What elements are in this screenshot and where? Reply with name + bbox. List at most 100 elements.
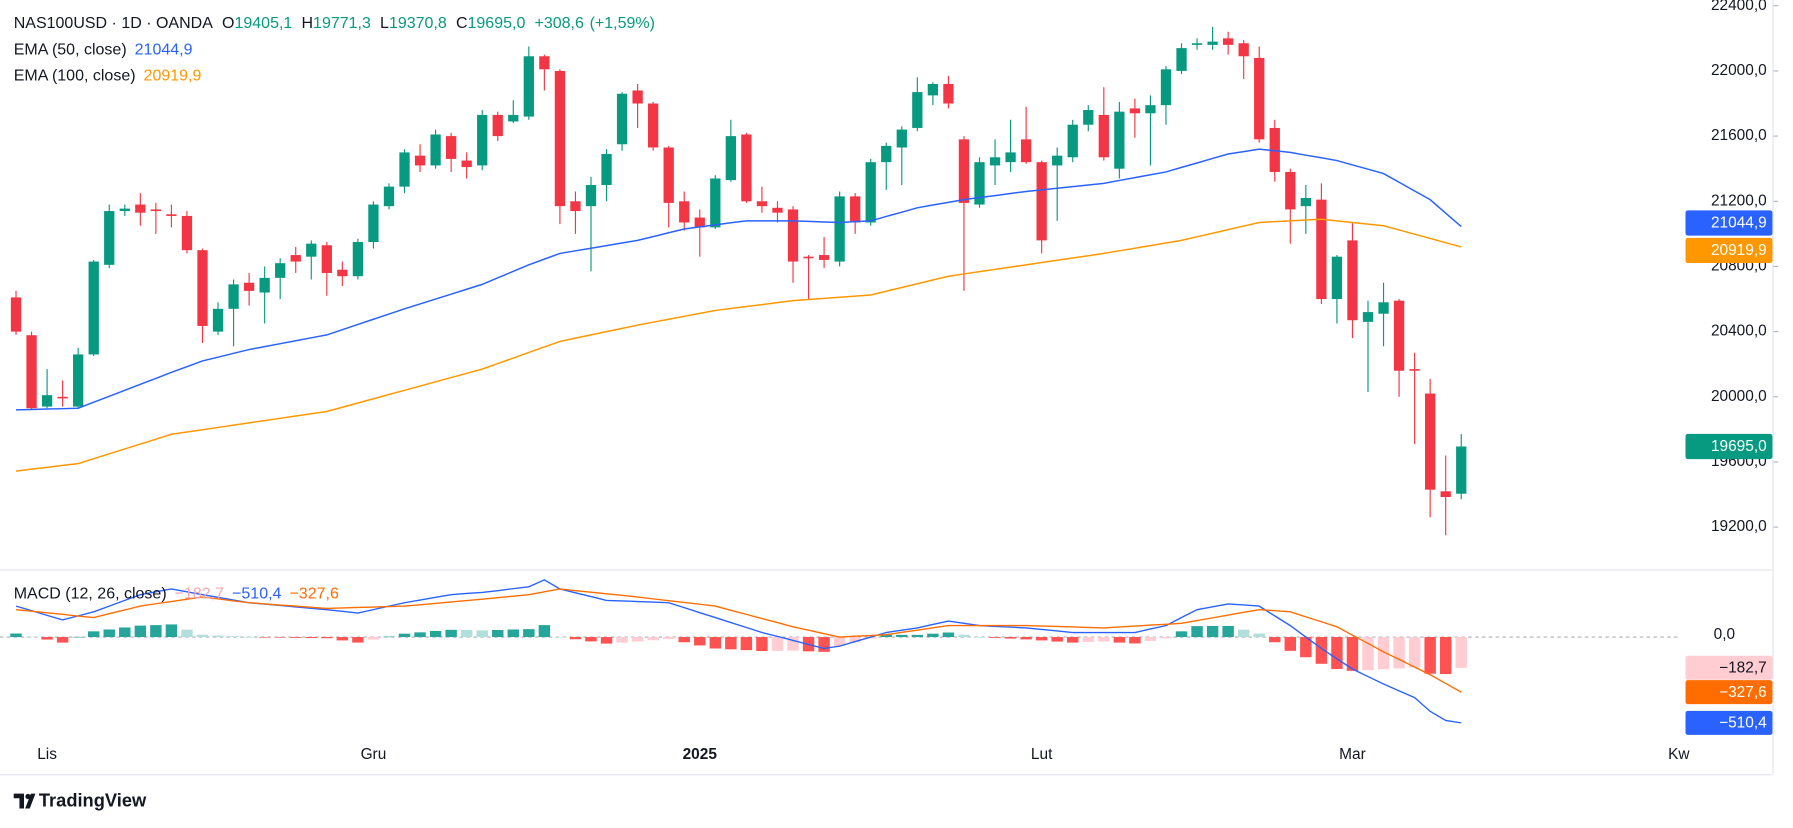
- histogram-bar: [880, 634, 892, 638]
- histogram-bar: [1191, 626, 1203, 638]
- candle-body: [88, 261, 99, 355]
- candle-body: [259, 277, 270, 293]
- histogram-bar: [227, 636, 240, 638]
- plot-area: 22400,022000,021600,021200,020800,020400…: [0, 0, 1779, 763]
- price-label: −327,6: [1719, 684, 1767, 701]
- histogram-bar: [1222, 625, 1234, 638]
- y-tick-label: 21200,0: [1711, 192, 1767, 209]
- y-tick-label: 19200,0: [1711, 518, 1767, 535]
- candle-body: [539, 56, 550, 70]
- histogram-bar: [1362, 637, 1374, 671]
- candle-body: [756, 201, 768, 207]
- histogram-bar: [165, 624, 178, 638]
- histogram-bar: [725, 637, 737, 650]
- histogram-bar: [290, 637, 302, 638]
- candle-body: [554, 70, 566, 207]
- histogram-bar: [569, 637, 582, 640]
- histogram-bar: [1206, 625, 1219, 638]
- ema-line: [15, 148, 1462, 411]
- histogram-bar: [1408, 637, 1421, 668]
- ohlc-key: C: [456, 15, 468, 32]
- candle-body: [1300, 198, 1311, 207]
- histogram-bar: [1175, 631, 1188, 638]
- candle-body: [337, 269, 348, 277]
- histogram-bar: [103, 629, 115, 638]
- candle-body: [803, 256, 814, 259]
- histogram-bar: [321, 637, 333, 639]
- candle-body: [601, 154, 612, 185]
- histogram-bar: [429, 630, 442, 638]
- candle-body: [383, 186, 395, 207]
- candle-body: [679, 201, 690, 223]
- candle-body: [1238, 43, 1249, 57]
- candle-body: [1207, 41, 1218, 45]
- histogram-bar: [849, 637, 861, 643]
- candle-body: [943, 83, 954, 104]
- ohlc-key: O: [222, 15, 234, 32]
- candle-body: [787, 209, 799, 262]
- candle-body: [414, 155, 426, 166]
- candle-body: [585, 184, 597, 207]
- histogram-bar: [833, 637, 846, 647]
- histogram-bar: [1144, 637, 1157, 641]
- candle-body: [1083, 110, 1094, 125]
- legend-name: EMA (50, close): [14, 42, 127, 59]
- histogram-bar: [1284, 637, 1297, 651]
- y-tick-label: 22400,0: [1711, 0, 1767, 14]
- histogram-bar: [258, 637, 271, 638]
- histogram-bar: [243, 637, 255, 638]
- histogram-bar: [134, 625, 147, 638]
- candle-body: [1347, 240, 1358, 321]
- x-tick-label: Lut: [1031, 746, 1053, 763]
- candle-body: [648, 103, 659, 148]
- histogram-bar: [1035, 637, 1048, 641]
- legend-name: MACD (12, 26, close): [14, 586, 167, 603]
- frame: [0, 0, 1774, 776]
- candle-body: [1020, 139, 1032, 163]
- candle-body: [243, 282, 255, 291]
- candle-body: [616, 93, 628, 145]
- ema-line: [15, 218, 1462, 472]
- histogram-bar: [1346, 637, 1359, 671]
- price-label-box: [1685, 655, 1773, 680]
- ohlc-value: 19695,0: [468, 15, 526, 32]
- candle-body: [477, 114, 488, 166]
- candle-body: [492, 114, 503, 137]
- legend-main: NAS100USD · 1D · OANDA O19405,1 H19771,3 L1…: [14, 15, 655, 32]
- histogram-bar: [119, 627, 131, 638]
- candle-body: [290, 255, 301, 262]
- legend-ema100: EMA (100, close) 20919,9: [14, 68, 202, 85]
- logo-dot: [25, 793, 31, 800]
- candle-body: [41, 395, 53, 407]
- histogram-bar: [305, 637, 317, 639]
- candle-body: [1269, 127, 1280, 172]
- histogram-bar: [585, 637, 597, 642]
- candle-body: [57, 396, 68, 399]
- histogram-bar: [1269, 637, 1281, 643]
- histogram-bar: [1377, 637, 1390, 670]
- symbol-title: NAS100USD · 1D · OANDA: [14, 15, 213, 32]
- candle-body: [741, 134, 752, 202]
- candle-body: [958, 139, 970, 203]
- histogram-bar: [336, 637, 349, 641]
- histogram-bar: [973, 637, 986, 638]
- histogram-bar: [507, 629, 520, 638]
- price-label: −510,4: [1719, 715, 1767, 732]
- ohlc-value: 19405,1: [234, 15, 292, 32]
- histogram-bar: [1020, 637, 1032, 640]
- candle-body: [1145, 105, 1156, 114]
- price-label: −182,7: [1719, 659, 1767, 676]
- histogram-bar: [709, 637, 722, 649]
- histogram-bar: [740, 637, 753, 651]
- histogram-bar: [1004, 637, 1017, 639]
- candle-body: [119, 208, 130, 212]
- x-tick-label: Mar: [1339, 746, 1366, 763]
- histogram-bar: [181, 629, 193, 638]
- candle-body: [1191, 43, 1203, 45]
- candle-body: [1285, 171, 1296, 210]
- candle-body: [1254, 57, 1265, 140]
- histogram-bar: [492, 629, 504, 638]
- candle-body: [212, 308, 224, 332]
